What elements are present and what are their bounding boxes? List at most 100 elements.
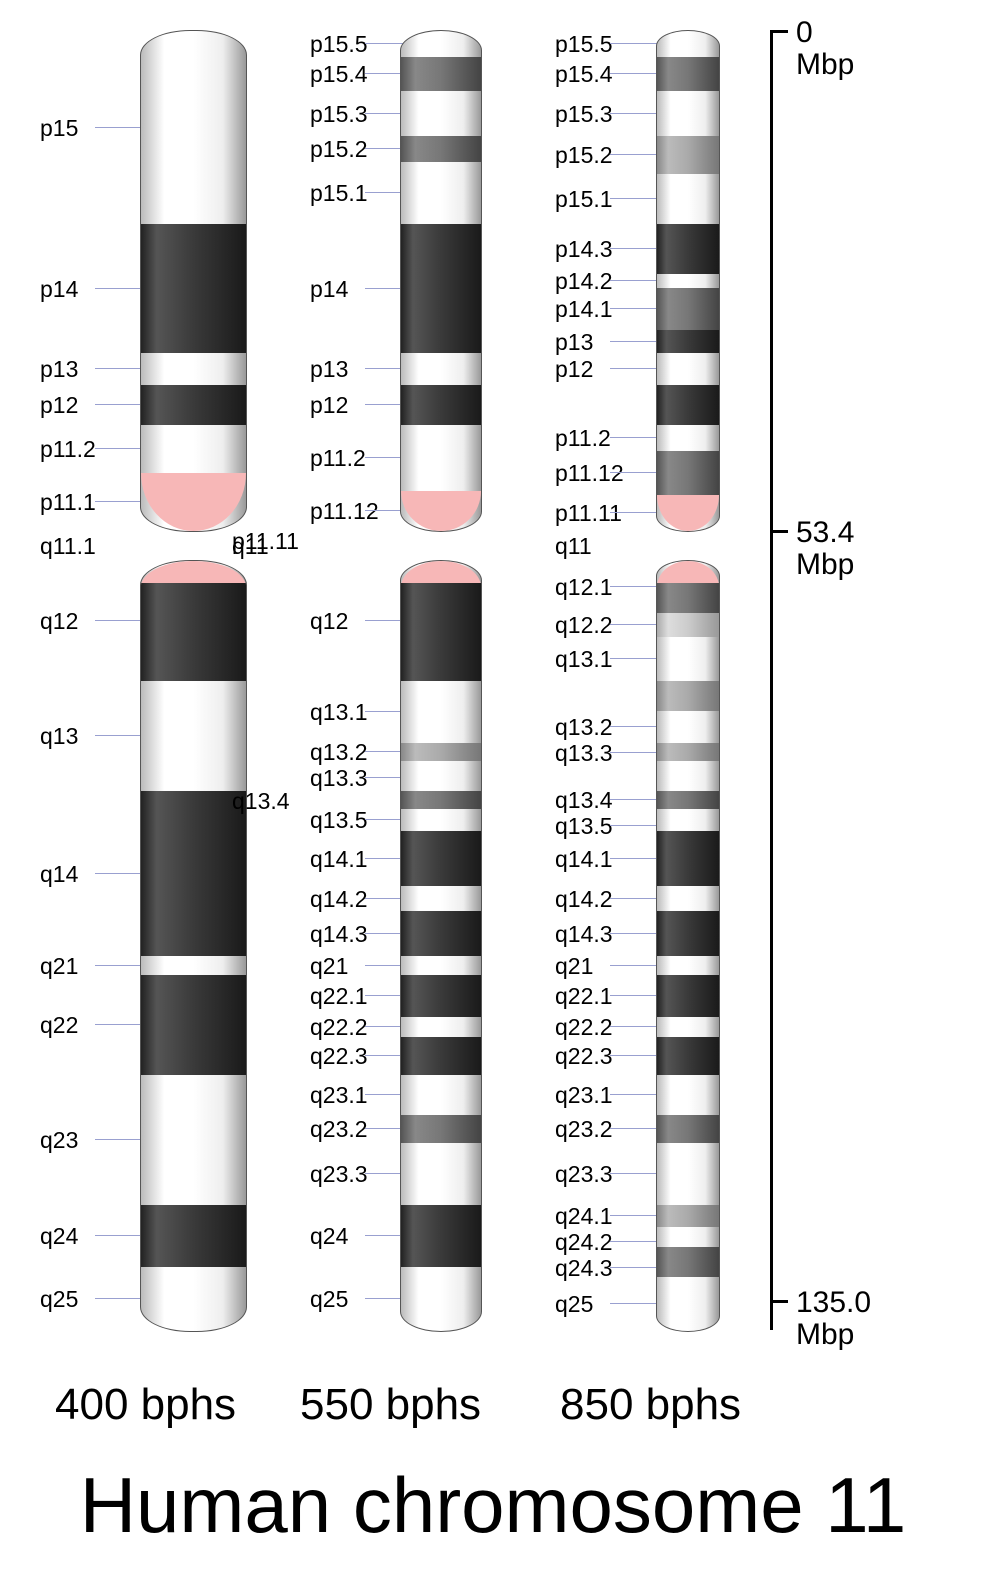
cytoband	[657, 288, 719, 330]
leader-line	[95, 1139, 143, 1140]
band-label: q23.1	[555, 1082, 613, 1109]
band-label: q25	[555, 1291, 593, 1318]
cytoband	[657, 911, 719, 956]
cytoband	[657, 831, 719, 886]
leader-line	[365, 1055, 403, 1056]
leader-line	[610, 248, 659, 249]
leader-line	[365, 73, 403, 74]
band-label: q23.2	[555, 1116, 613, 1143]
leader-line	[610, 308, 659, 309]
band-label: p11.1	[40, 489, 96, 516]
band-label: q13.4	[232, 788, 290, 815]
band-label: q22.3	[310, 1043, 368, 1070]
cytoband	[401, 385, 481, 425]
scale-value: 53.4	[796, 516, 854, 550]
leader-line	[610, 995, 659, 996]
leader-line	[365, 965, 403, 966]
cytoband	[401, 1205, 481, 1267]
cytoband	[657, 224, 719, 274]
band-label: q13.3	[555, 740, 613, 767]
p-arm	[140, 30, 247, 532]
band-label: q11.1	[40, 533, 96, 560]
band-label: q24	[40, 1223, 78, 1250]
band-label: p14.3	[555, 236, 613, 263]
leader-line	[365, 1298, 403, 1299]
leader-line	[95, 735, 143, 736]
cytoband	[657, 451, 719, 495]
leader-line	[365, 457, 403, 458]
band-label: q12.1	[555, 574, 613, 601]
leader-line	[95, 404, 143, 405]
band-label: q22.1	[310, 983, 368, 1010]
p-arm	[656, 30, 720, 532]
band-label: p15.5	[310, 31, 368, 58]
band-label: q13.5	[310, 807, 368, 834]
cytoband	[657, 791, 719, 809]
cytoband	[657, 975, 719, 1017]
leader-line	[365, 777, 403, 778]
band-label: q12	[310, 608, 348, 635]
band-label: p15.1	[310, 180, 368, 207]
band-label: p11.12	[310, 498, 379, 525]
band-label: p15.1	[555, 186, 613, 213]
scale-unit: Mbp	[796, 1318, 854, 1352]
q-arm	[400, 560, 482, 1332]
cytoband	[401, 136, 481, 162]
band-label: p15.4	[310, 61, 368, 88]
leader-line	[610, 73, 659, 74]
cytoband	[401, 583, 481, 681]
cytoband	[657, 613, 719, 637]
leader-line	[365, 751, 403, 752]
cytoband	[141, 975, 246, 1075]
cytoband	[657, 583, 719, 613]
diagram-title: Human chromosome 11	[0, 1460, 986, 1551]
band-label: p14	[40, 276, 78, 303]
band-label: q23.3	[310, 1161, 368, 1188]
leader-line	[365, 148, 403, 149]
band-label: q24.1	[555, 1203, 613, 1230]
cytoband	[657, 136, 719, 174]
band-label: p11.2	[555, 425, 611, 452]
cytoband	[657, 1115, 719, 1143]
cytoband	[657, 681, 719, 711]
cytoband	[657, 743, 719, 761]
band-label: p11.2	[310, 445, 366, 472]
band-label: q24	[310, 1223, 348, 1250]
band-label: q13.3	[310, 765, 368, 792]
band-label: p14	[310, 276, 348, 303]
leader-line	[610, 1215, 659, 1216]
band-label: q13.4	[555, 787, 613, 814]
leader-line	[610, 1267, 659, 1268]
band-label: p13	[555, 329, 593, 356]
band-label: p13	[310, 356, 348, 383]
leader-line	[610, 586, 659, 587]
band-label: q14.3	[310, 921, 368, 948]
band-label: q21	[40, 953, 78, 980]
cytoband	[657, 330, 719, 353]
leader-line	[610, 1241, 659, 1242]
cytoband	[401, 1037, 481, 1075]
cytoband	[401, 791, 481, 809]
leader-line	[95, 288, 143, 289]
cytoband	[401, 975, 481, 1017]
leader-line	[365, 1128, 403, 1129]
leader-line	[365, 1094, 403, 1095]
chromosome-ideogram	[140, 30, 245, 1330]
band-label: q14.1	[555, 846, 613, 873]
leader-line	[610, 43, 659, 44]
chromosome-ideogram	[656, 30, 718, 1330]
band-label: q12	[40, 608, 78, 635]
cytoband	[141, 791, 246, 956]
band-label: q25	[40, 1286, 78, 1313]
cytoband	[401, 831, 481, 886]
leader-line	[610, 198, 659, 199]
cytoband	[401, 1115, 481, 1143]
band-label: q14.2	[310, 886, 368, 913]
leader-line	[610, 113, 659, 114]
band-label: q12.2	[555, 612, 613, 639]
cytoband	[657, 1247, 719, 1277]
leader-line	[365, 113, 403, 114]
scale-value: 135.0	[796, 1286, 871, 1320]
leader-line	[365, 819, 403, 820]
leader-line	[365, 933, 403, 934]
